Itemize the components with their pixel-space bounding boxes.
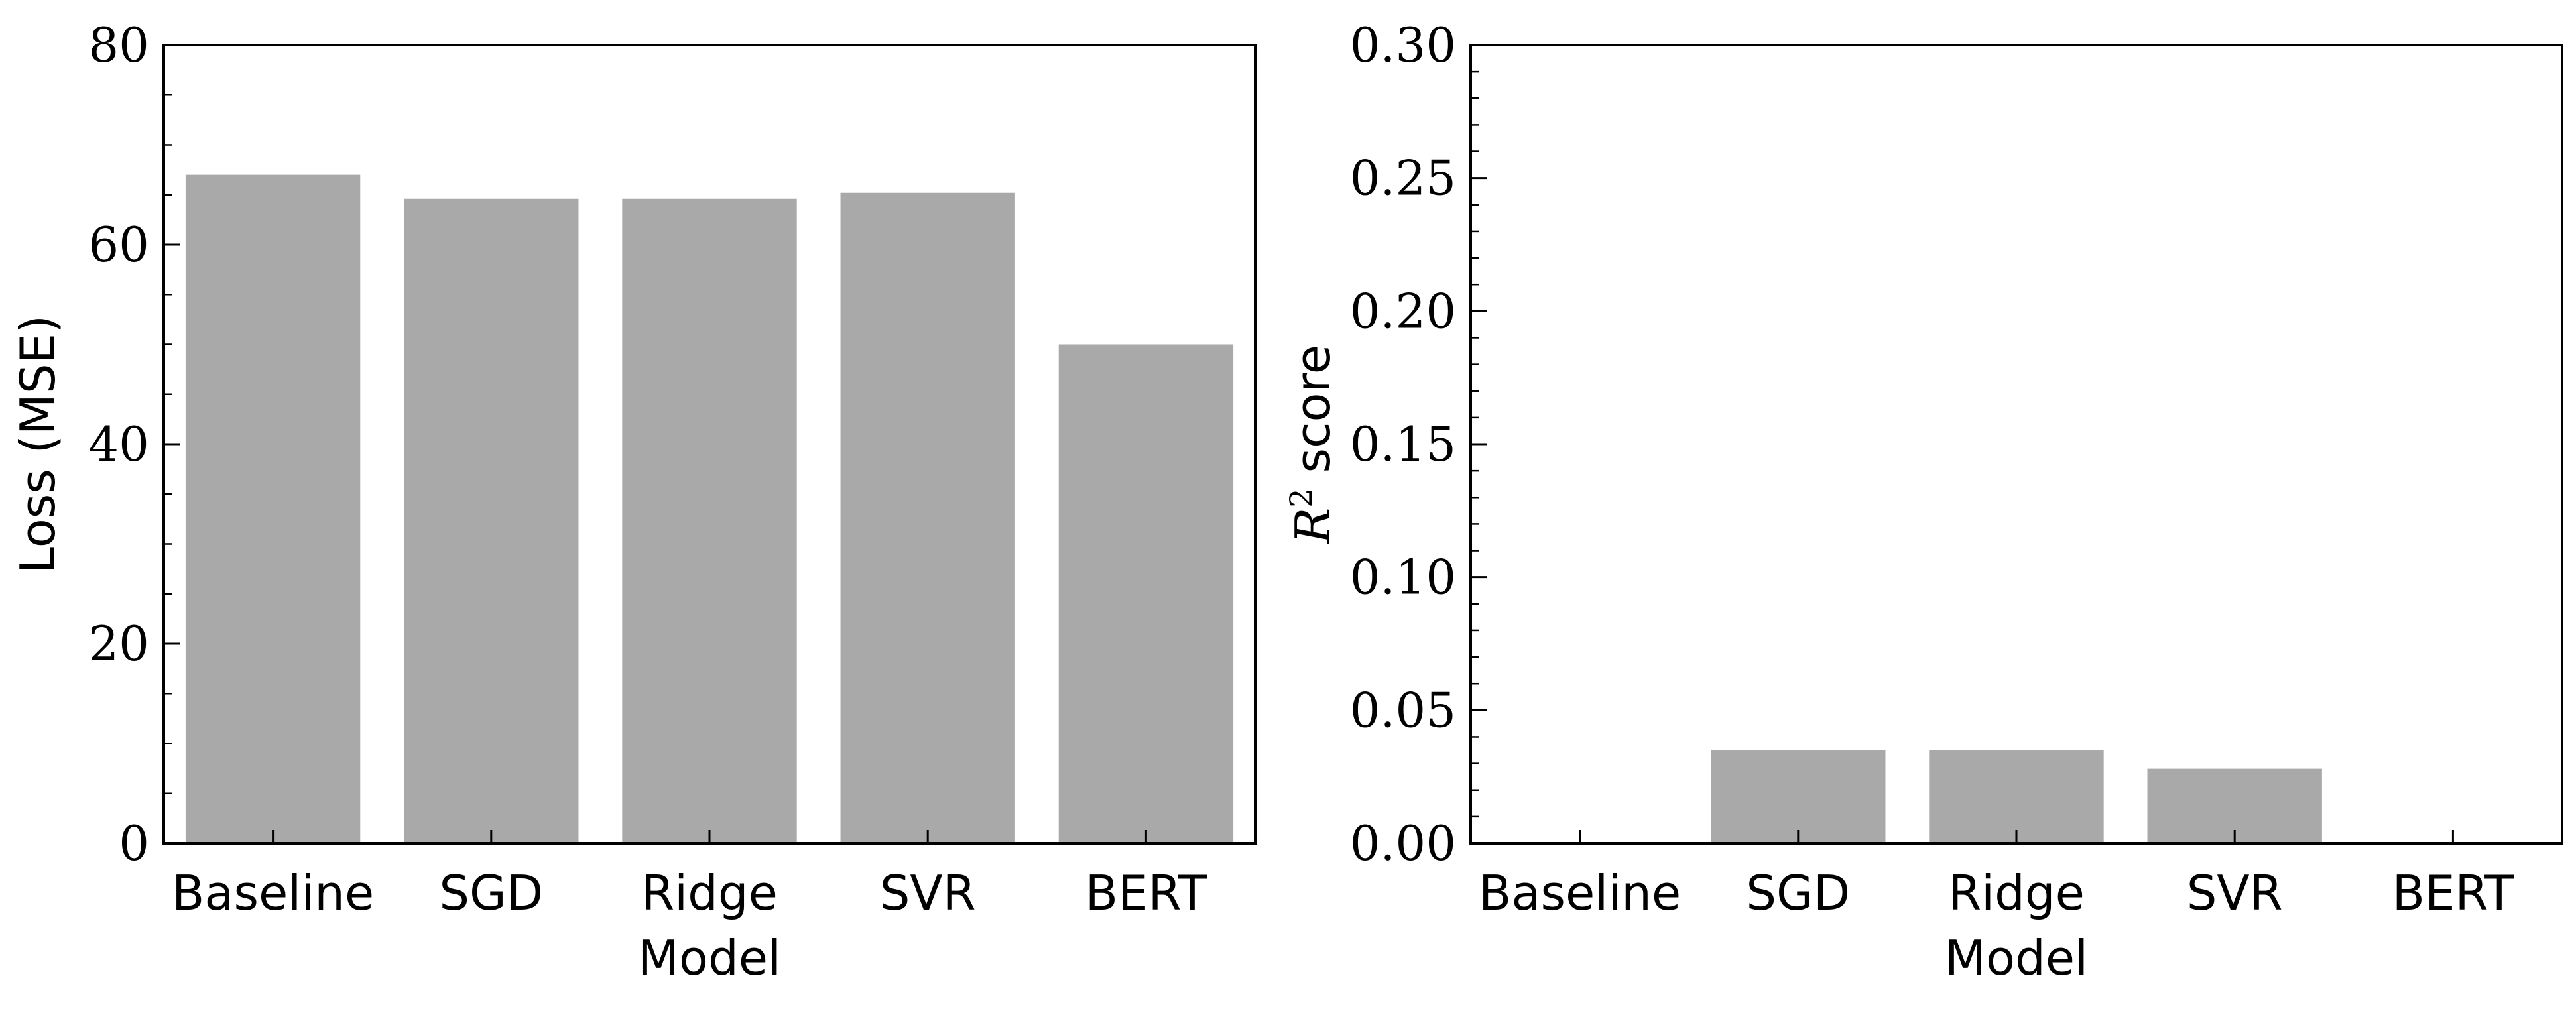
loss-x-tick-label: Ridge [641,865,778,921]
r2-chart: 0.00 0.05 0.10 0.15 0.20 0.25 0.30 Baseline SGD… [1283,17,2563,986]
loss-x-ticks: Baseline SGD Ridge SVR BERT [172,830,1207,921]
r2-y-ticks: 0.00 0.05 0.10 0.15 0.20 0.25 0.30 [1350,17,1487,871]
loss-plot-frame [162,44,1257,845]
r2-x-ticks: Baseline SGD Ridge SVR BERT [1479,830,2514,921]
loss-y-axis-title: Loss (MSE) [10,315,66,573]
r2-x-tick-label: Ridge [1948,865,2085,921]
r2-y-axis-title-text: score [1285,345,1341,488]
loss-y-tick-label: 0 [119,815,149,871]
r2-x-tick-label: BERT [2392,865,2515,921]
loss-x-tick-label: SVR [880,865,976,921]
r2-bar-sgd [1711,750,1886,843]
loss-bar-sgd [404,198,579,843]
loss-x-tick-label: Baseline [172,865,374,921]
loss-y-tick-label: 20 [88,616,149,672]
r2-y-tick-label: 0.00 [1350,815,1456,871]
r2-y-tick-label: 0.10 [1350,550,1456,605]
r2-y-tick-label: 0.15 [1350,416,1456,472]
r2-y-tick-label: 0.05 [1350,682,1456,738]
r2-plot-frame [1469,44,2563,845]
r2-y-axis-title-symbol: R [1285,508,1341,545]
r2-y-tick-label: 0.20 [1350,283,1456,339]
loss-x-axis-title: Model [638,930,781,986]
r2-x-tick-label: Baseline [1479,865,1681,921]
r2-y-tick-label: 0.25 [1350,150,1456,206]
loss-bar-bert [1058,344,1234,843]
loss-y-tick-label: 40 [88,416,149,472]
r2-y-axis-title: R2 score [1283,345,1341,545]
r2-x-axis-title: Model [1945,930,2088,986]
loss-x-tick-label: BERT [1085,865,1208,921]
loss-bar-ridge [622,198,797,843]
loss-bar-baseline [185,174,361,843]
loss-bars [185,174,1234,843]
r2-x-tick-label: SVR [2187,865,2283,921]
loss-y-tick-label: 60 [88,217,149,272]
loss-y-ticks: 0 20 40 60 80 [88,17,180,871]
r2-bars [1711,750,2322,843]
r2-y-axis-title-sup: 2 [1283,488,1319,507]
loss-bar-svr [840,192,1015,843]
r2-y-tick-label: 0.30 [1350,17,1456,73]
loss-y-tick-label: 80 [88,17,149,73]
r2-bar-ridge [1929,750,2104,843]
r2-x-tick-label: SGD [1746,865,1850,921]
loss-x-tick-label: SGD [439,865,543,921]
